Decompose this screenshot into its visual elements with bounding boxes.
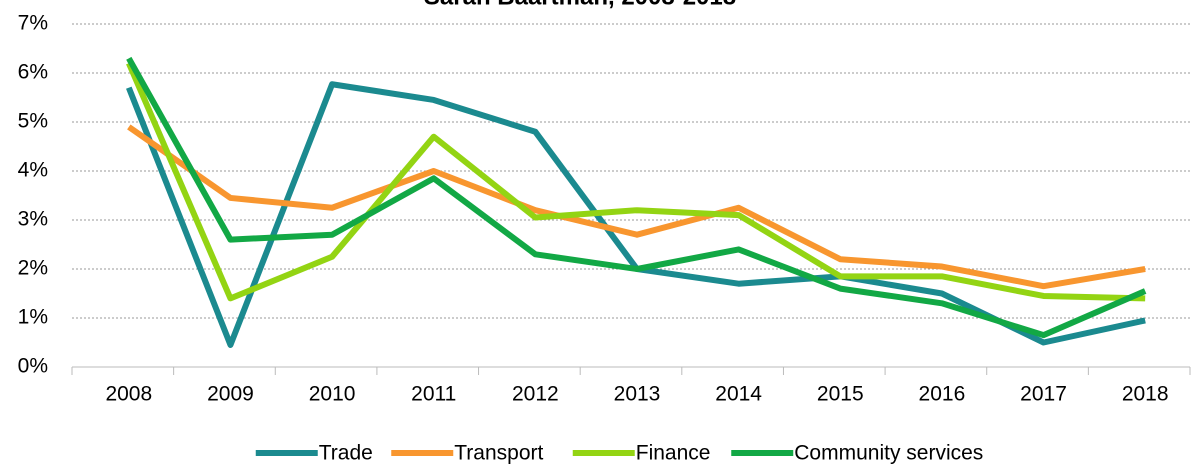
x-tick-label: 2014 [715, 383, 762, 406]
y-tick-label: 0% [18, 355, 48, 378]
legend-label: Trade [319, 442, 373, 465]
series-line [127, 124, 1146, 290]
y-tick-label: 6% [18, 61, 48, 84]
y-tick-label: 4% [18, 159, 48, 182]
x-tick-label: 2010 [309, 383, 356, 406]
y-tick-label: 7% [18, 12, 48, 35]
legend-label: Transport [454, 442, 543, 465]
series-line [126, 56, 1147, 339]
x-tick-label: 2013 [614, 383, 661, 406]
chart-title: Sarah Baartman, 2008-2018 [424, 0, 736, 10]
legend-label: Community services [794, 442, 983, 465]
x-tick-label: 2012 [512, 383, 559, 406]
x-tick-label: 2009 [207, 383, 254, 406]
series-line [126, 81, 1146, 348]
x-tick-label: 2017 [1020, 383, 1067, 406]
y-tick-label: 5% [18, 110, 48, 133]
y-tick-label: 3% [18, 208, 48, 231]
x-tick-label: 2011 [411, 383, 456, 406]
x-tick-label: 2015 [817, 383, 864, 406]
y-tick-label: 1% [18, 306, 48, 329]
x-tick-label: 2016 [919, 383, 966, 406]
x-tick-label: 2018 [1122, 383, 1169, 406]
x-tick-label: 2008 [105, 383, 152, 406]
legend-label: Finance [636, 442, 711, 465]
series-line [126, 62, 1146, 302]
y-tick-label: 2% [18, 257, 48, 280]
